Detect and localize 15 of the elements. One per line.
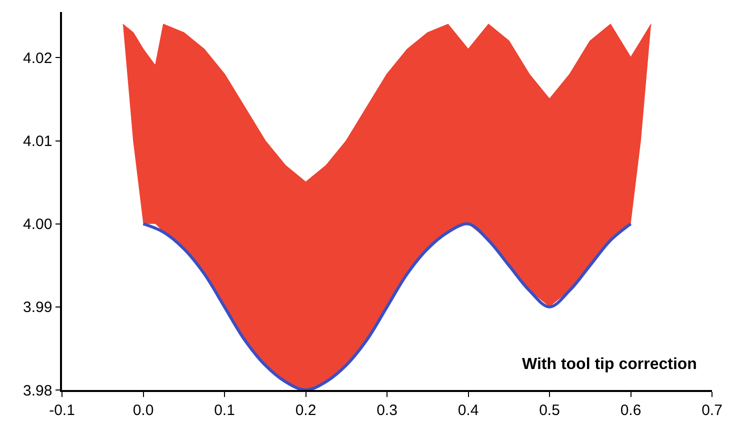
x-tick-label: 0.7 [702, 402, 722, 419]
y-tick-label: 3.98 [23, 382, 52, 400]
x-tick-label: 0.6 [620, 402, 642, 419]
y-tick-label: 4.02 [23, 50, 52, 67]
x-tick-label: 0.4 [458, 402, 479, 419]
y-tick-label: 3.99 [23, 299, 52, 316]
x-tick-label: 0.5 [539, 402, 560, 419]
x-tick-label: 0.3 [376, 402, 398, 419]
y-tick-label: 4.00 [23, 216, 52, 234]
x-tick-label: 0.1 [214, 402, 235, 419]
x-tick-label: 0.0 [132, 402, 154, 419]
x-tick-label: 0.2 [295, 402, 316, 419]
annotation: With tool tip correction [522, 356, 697, 373]
x-tick-label: -0.1 [49, 402, 75, 419]
y-tick-label: 4.01 [23, 133, 52, 150]
